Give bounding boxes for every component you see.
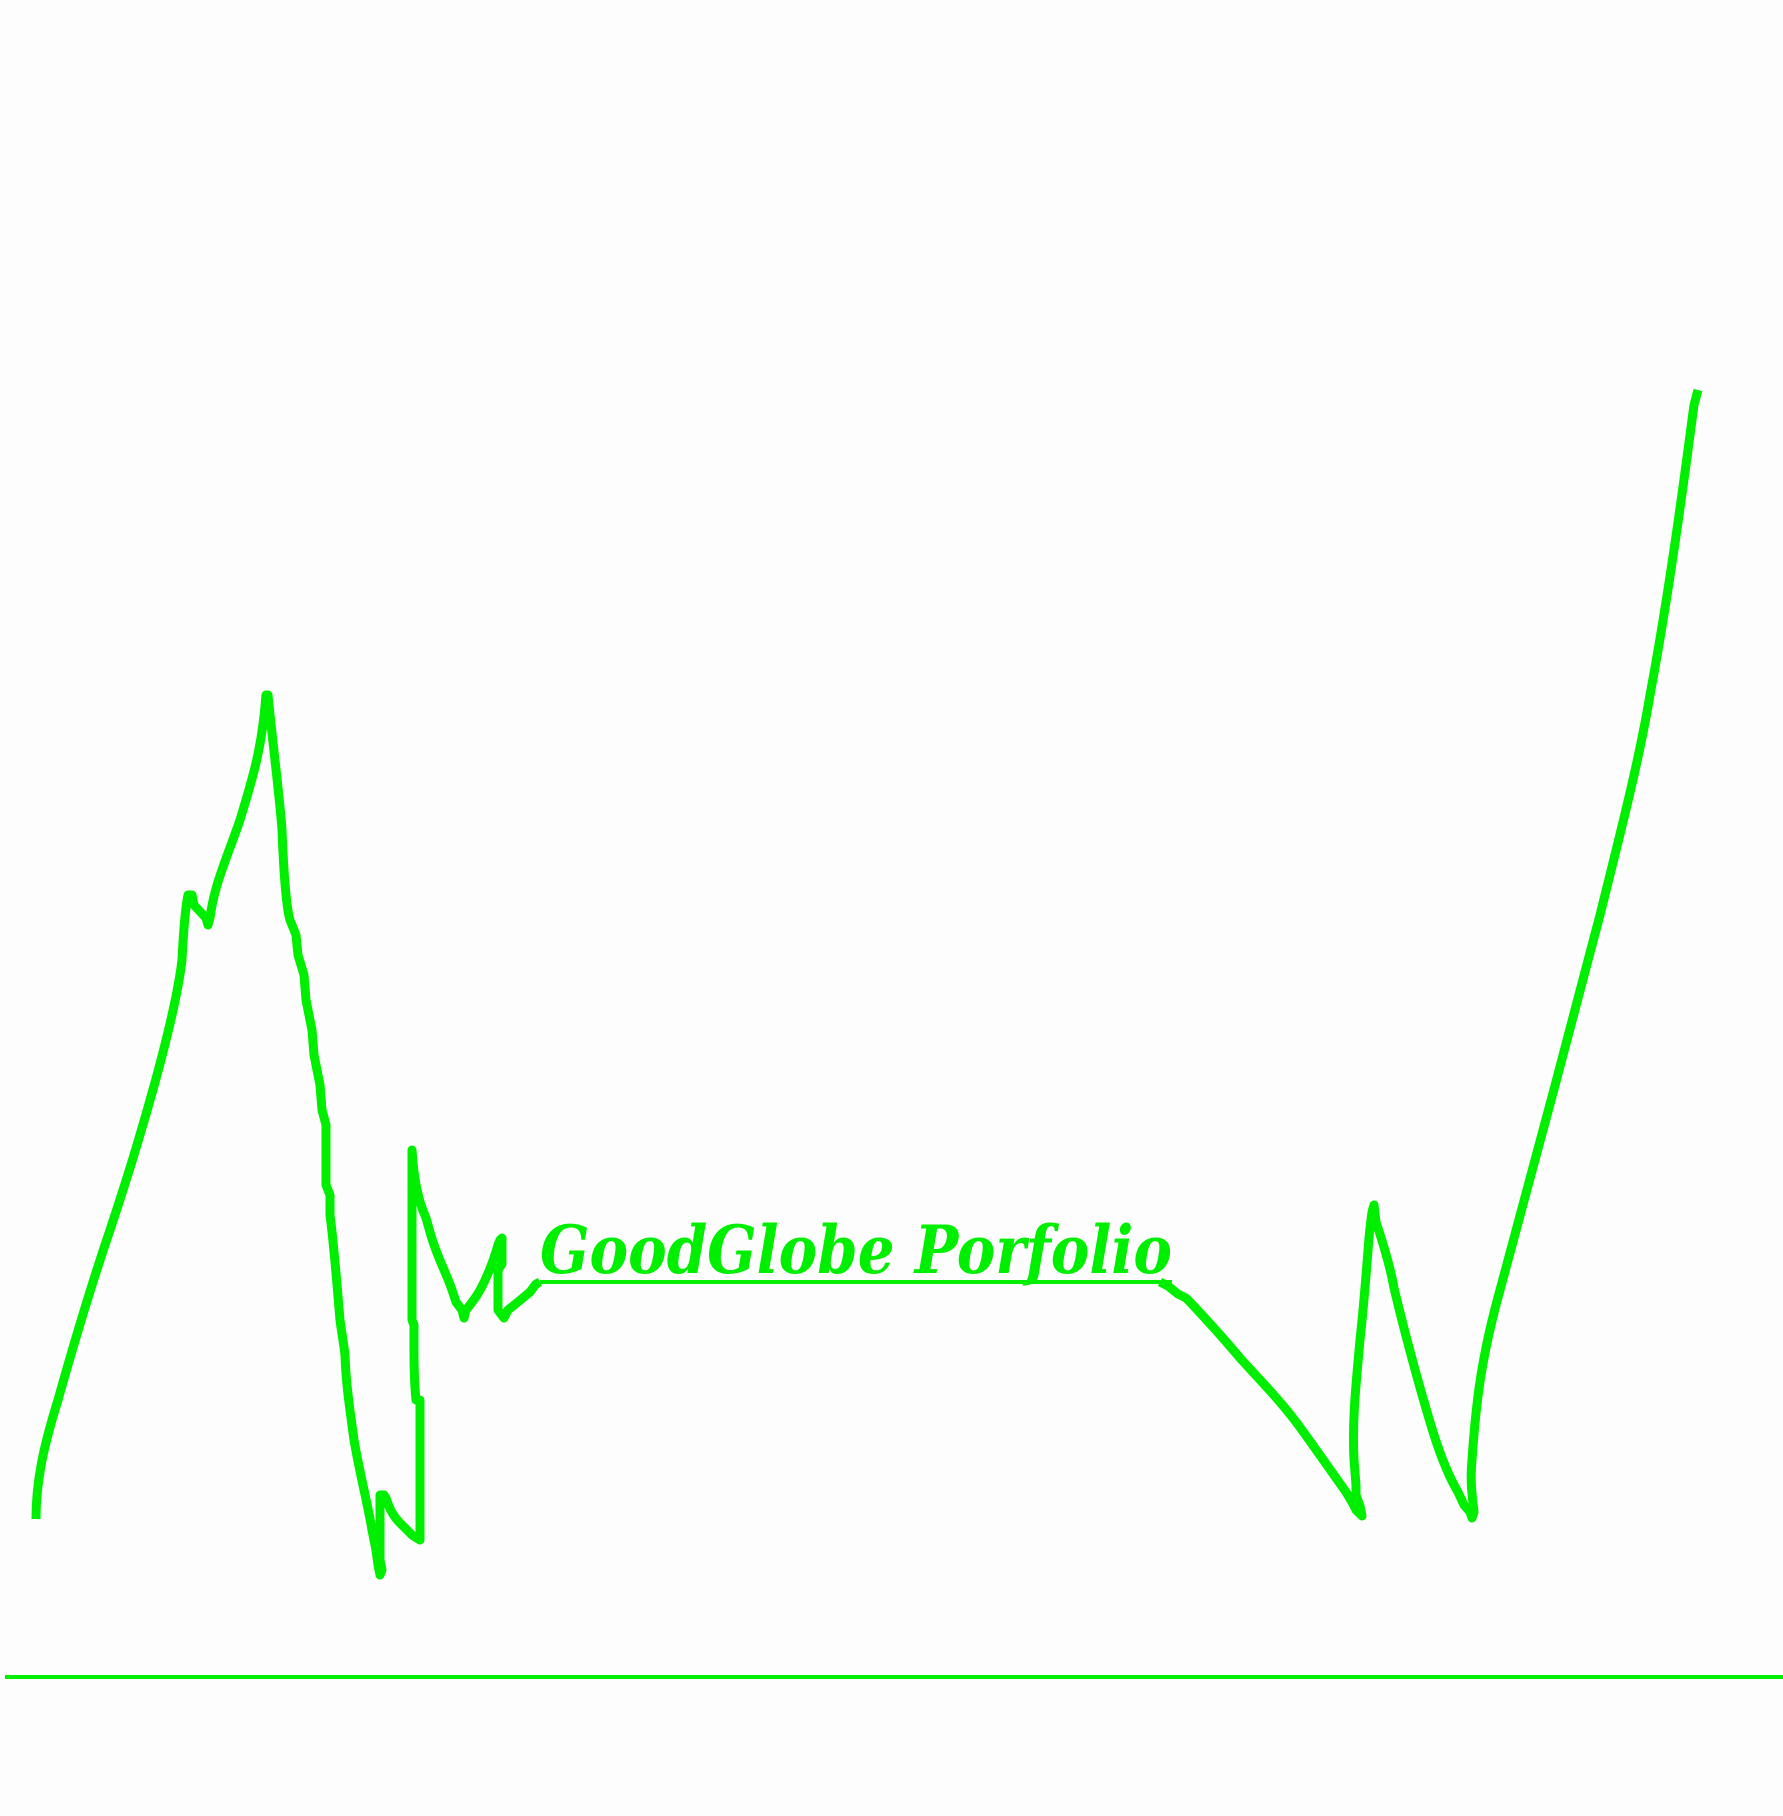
left-mountain-line <box>31 690 543 1580</box>
portfolio-title-link[interactable]: GoodGlobe Porfolio <box>540 1211 1172 1289</box>
right-mountain-line <box>1157 388 1703 1523</box>
